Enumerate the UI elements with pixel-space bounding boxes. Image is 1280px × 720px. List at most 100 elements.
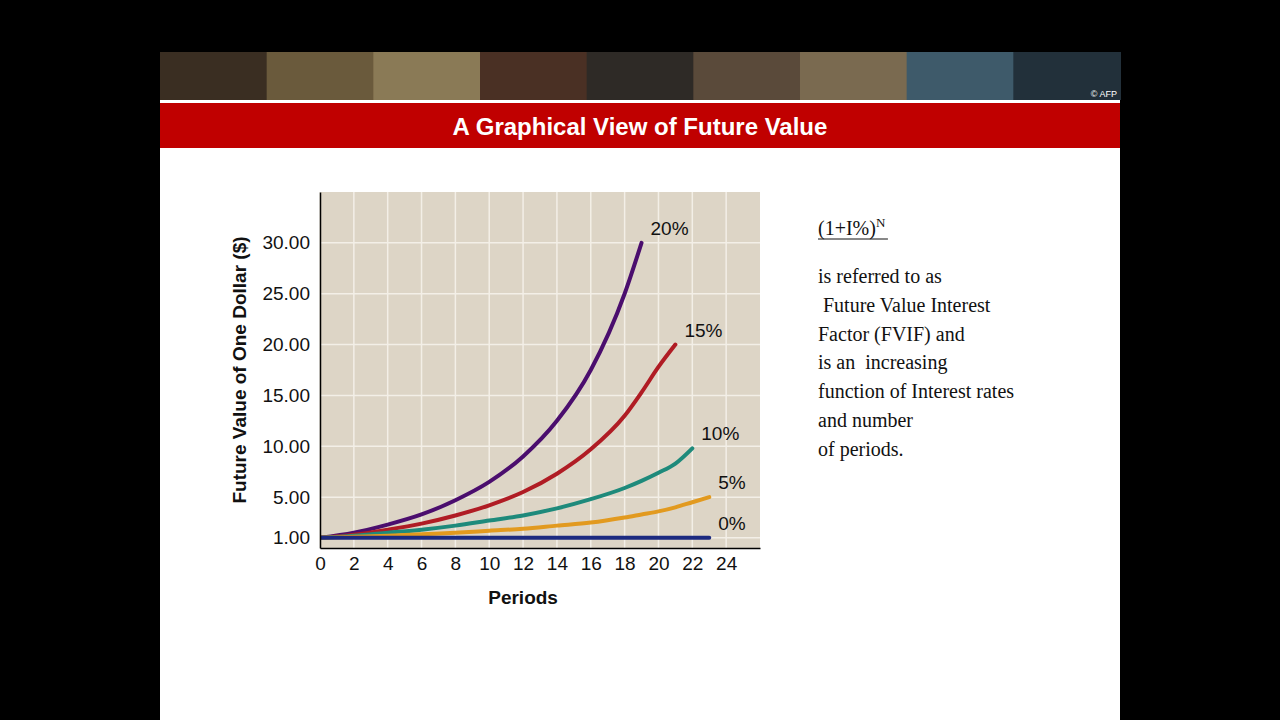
x-tick: 22 [682,553,703,574]
grid-line-y [320,395,760,397]
formula: (1+I%)N [818,215,886,240]
x-tick: 10 [479,553,500,574]
grid-line-x [725,192,727,548]
series-label: 5% [718,472,746,493]
x-tick-label: 24 [716,553,738,574]
y-tick-label: 1.00 [273,527,310,548]
grid-line-y [320,446,760,448]
plot-background [320,192,760,548]
x-tick: 24 [716,553,738,574]
y-tick-label: 10.00 [262,436,310,457]
description-line: and number [818,409,913,431]
series-label: 20% [651,218,689,239]
y-tick-label: 20.00 [262,334,310,355]
grid-line-x [488,192,490,548]
grid-line-x [624,192,626,548]
y-tick: 10.00 [262,436,310,457]
banner-tile [373,52,481,100]
banner-tile [1013,52,1121,100]
series-line [320,345,675,538]
x-tick-label: 2 [349,553,360,574]
formula-exponent: N [876,215,886,230]
x-tick: 14 [547,553,569,574]
grid-line-x [353,192,355,548]
grid-line-x [421,192,423,548]
grid-line-x [387,192,389,548]
x-tick-label: 8 [451,553,462,574]
grid [320,192,760,548]
x-axis-line [321,548,761,550]
x-tick-label: 22 [682,553,703,574]
series-label: 10% [701,423,739,444]
grid-line-x [522,192,524,548]
grid-line-y [320,293,760,295]
description-line: of periods. [818,438,904,461]
y-tick: 15.00 [262,385,310,406]
x-tick: 0 [315,553,326,574]
grid-line-x [556,192,558,548]
x-tick-label: 16 [581,553,602,574]
banner-tile [693,52,801,100]
x-tick-label: 0 [315,553,326,574]
grid-line-x [319,192,321,548]
y-tick-label: 5.00 [273,487,310,508]
banner-tile [800,52,908,100]
series-line [320,243,642,538]
x-tick-label: 18 [615,553,636,574]
y-tick: 5.00 [273,487,310,508]
x-tick: 18 [615,553,636,574]
note: (1+I%)Nis referred to as Future Value In… [818,215,1014,461]
y-axis: 1.00 5.00 10.00 15.00 20.00 25.00 30.00 [262,193,320,549]
chart: 1.005.0010.0015.0020.0025.0030.000246810… [229,192,760,608]
grid-line-y [320,344,760,346]
x-tick: 2 [349,553,360,574]
y-tick: 1.00 [273,527,310,548]
y-tick: 30.00 [262,232,310,253]
formula-base: (1+I%) [818,217,876,240]
plot-marks [320,243,709,538]
x-tick-label: 12 [513,553,534,574]
x-axis-title: Periods [488,587,558,608]
x-tick: 20 [648,553,669,574]
description-line: is an increasing [818,351,947,374]
description-line: Future Value Interest [818,294,991,316]
banner-tile [907,52,1015,100]
grid-line-y [320,242,760,244]
y-tick-label: 25.00 [262,283,310,304]
series-label: 15% [684,320,722,341]
x-tick-label: 6 [417,553,428,574]
series-labels: 20% 15% 10% 5% 0% [651,218,746,534]
slide-title: A Graphical View of Future Value [453,113,828,140]
slide-canvas: © AFP A Graphical View of Future Value 1.0… [0,0,1280,720]
x-axis: 024681012141618202224 [315,549,760,575]
slide-background [160,52,1120,720]
y-axis-line [320,193,322,549]
x-tick-label: 20 [648,553,669,574]
x-tick-label: 4 [383,553,394,574]
banner-credit: © AFP [1091,89,1117,99]
grid-line-y [320,537,760,539]
x-tick-label: 10 [479,553,500,574]
grid-line-y [320,496,760,498]
title-bar [160,103,1120,148]
series-line [320,448,692,538]
x-tick-label: 14 [547,553,569,574]
y-tick: 20.00 [262,334,310,355]
y-tick: 25.00 [262,283,310,304]
series-label: 0% [718,513,746,534]
formula-underline [818,239,888,240]
banner-tile [160,52,268,100]
series-line [320,497,709,538]
x-tick: 12 [513,553,534,574]
banner-tile [267,52,375,100]
x-tick: 6 [417,553,428,574]
x-tick: 16 [581,553,602,574]
x-tick: 4 [383,553,394,574]
grid-line-x [455,192,457,548]
grid-line-x [692,192,694,548]
y-tick-label: 15.00 [262,385,310,406]
description-line: function of Interest rates [818,380,1014,402]
series-line [320,536,709,540]
banner-tile [480,52,588,100]
x-tick: 8 [451,553,462,574]
